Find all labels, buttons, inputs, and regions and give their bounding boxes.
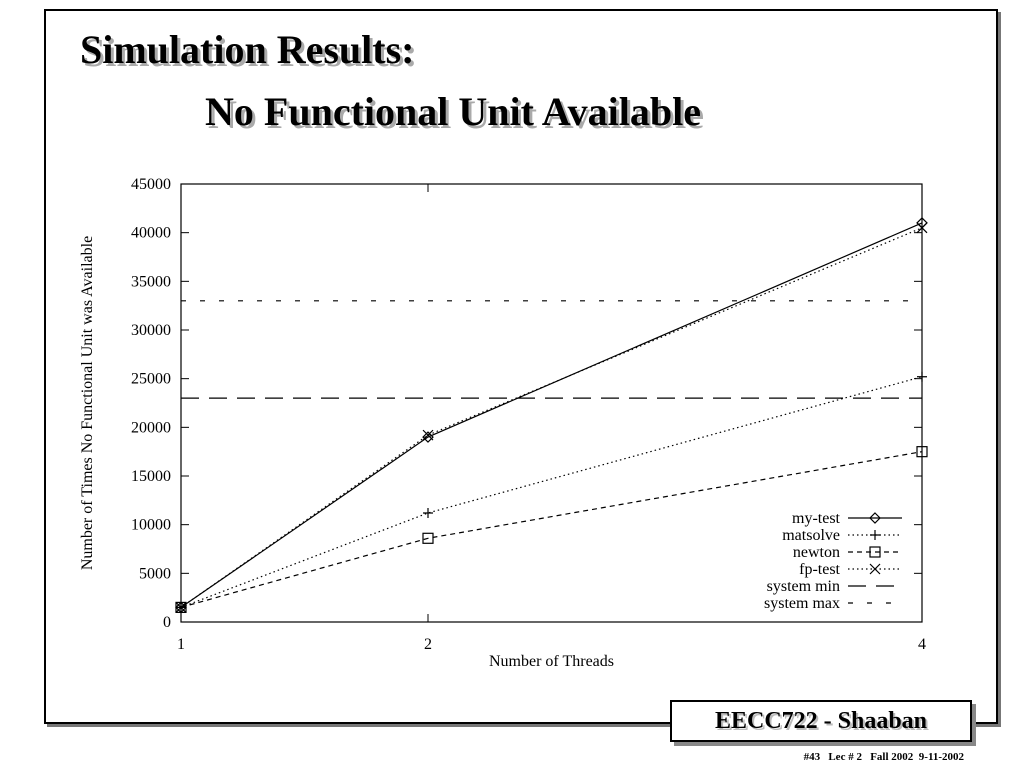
x-tick-label: 1 bbox=[177, 636, 185, 653]
plot-area bbox=[180, 183, 923, 623]
legend-label: my-test bbox=[792, 510, 841, 527]
data-point bbox=[423, 507, 433, 518]
legend-label: matsolve bbox=[782, 527, 840, 544]
legend-label: system max bbox=[764, 595, 840, 612]
data-point bbox=[175, 601, 187, 614]
legend-label: newton bbox=[793, 544, 840, 561]
data-point bbox=[916, 446, 928, 458]
slide-frame bbox=[44, 9, 998, 724]
data-point bbox=[422, 532, 434, 544]
y-tick-label: 10000 bbox=[131, 517, 171, 534]
slide-subtitle: No Functional Unit Available bbox=[205, 89, 701, 134]
y-tick-label: 20000 bbox=[131, 419, 171, 436]
slide-title: Simulation Results: bbox=[80, 27, 415, 72]
x-tick-label: 4 bbox=[918, 636, 926, 653]
legend-marker bbox=[870, 530, 880, 540]
data-point bbox=[422, 429, 434, 441]
data-point bbox=[917, 371, 927, 382]
footer-note: #43 Lec # 2 Fall 2002 9-11-2002 bbox=[803, 751, 964, 763]
legend-marker bbox=[869, 512, 881, 524]
y-tick-label: 40000 bbox=[131, 225, 171, 242]
data-point bbox=[175, 601, 187, 613]
data-point bbox=[916, 222, 928, 234]
y-tick-label: 35000 bbox=[131, 273, 171, 290]
y-tick-label: 25000 bbox=[131, 371, 171, 388]
x-tick-label: 2 bbox=[424, 636, 432, 653]
legend-marker bbox=[869, 546, 881, 558]
y-tick-label: 30000 bbox=[131, 322, 171, 339]
legend-label: system min bbox=[767, 578, 840, 595]
legend-marker bbox=[869, 563, 881, 575]
chart: 0 5000 10000 15000 20000 25000 30000 35000 40000… bbox=[79, 176, 928, 670]
y-tick-label: 5000 bbox=[139, 565, 171, 582]
y-axis-label: Number of Times No Functional Unit was A… bbox=[79, 236, 96, 570]
legend-label: fp-test bbox=[799, 561, 840, 578]
y-tick-label: 45000 bbox=[131, 176, 171, 193]
series-line bbox=[180, 227, 923, 608]
footer-box: EECC722 - Shaaban bbox=[670, 700, 972, 742]
data-point bbox=[422, 431, 434, 443]
y-tick-label: 0 bbox=[163, 614, 171, 631]
x-axis-label: Number of Threads bbox=[489, 653, 614, 670]
series-line bbox=[180, 451, 923, 608]
y-tick-label: 15000 bbox=[131, 468, 171, 485]
